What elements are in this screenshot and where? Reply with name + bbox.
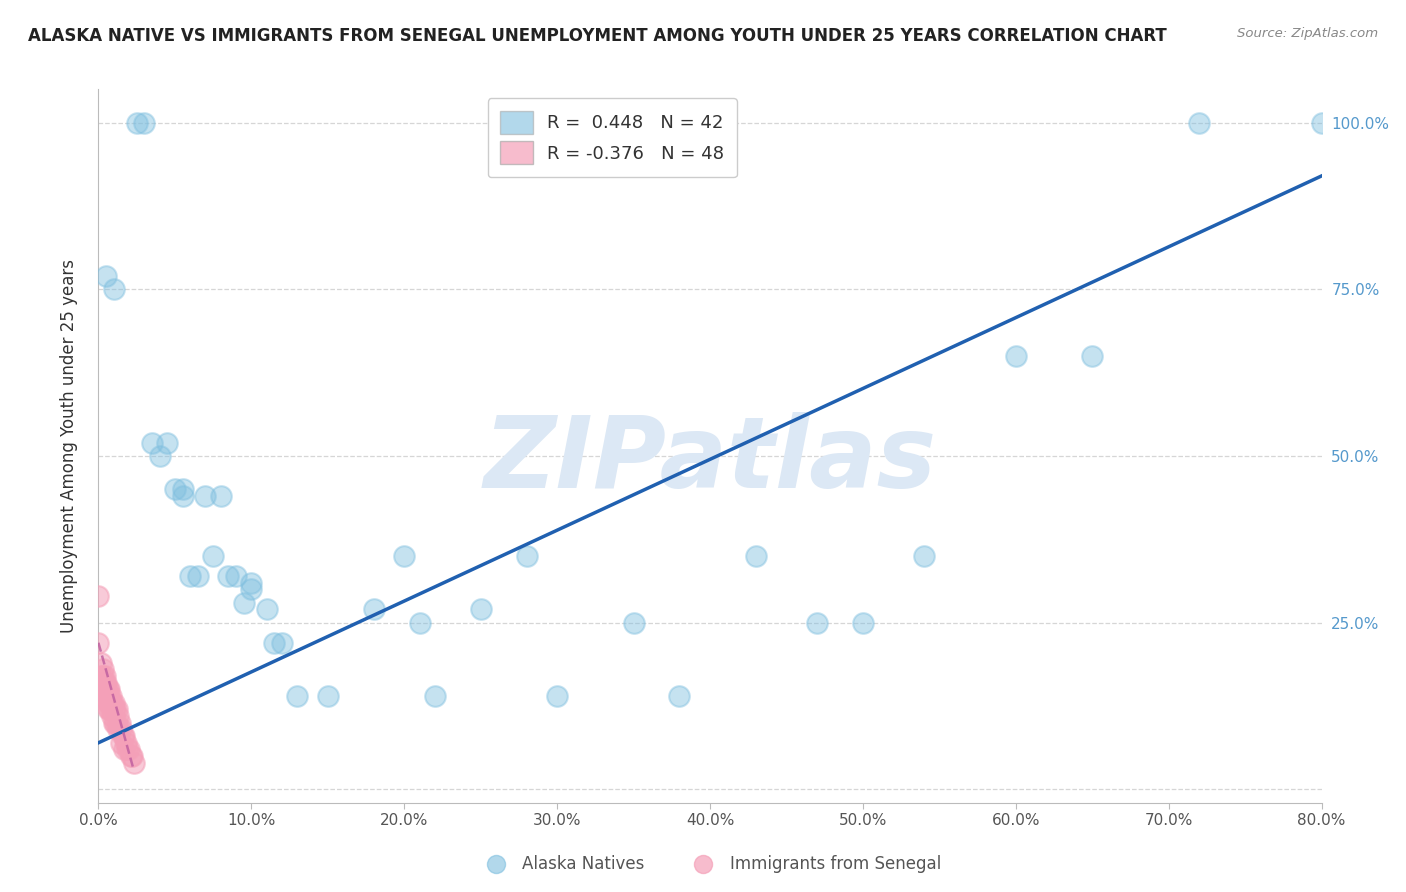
Point [423, 689, 446, 703]
Point [120, 749, 142, 764]
Point [112, 729, 135, 743]
Point [232, 596, 254, 610]
Point [100, 689, 122, 703]
Point [107, 709, 129, 723]
Point [103, 702, 125, 716]
Point [98, 702, 121, 716]
Point [98, 682, 121, 697]
Point [546, 689, 568, 703]
Point [202, 549, 225, 563]
Point [115, 736, 138, 750]
Point [94, 268, 117, 283]
Point [103, 696, 125, 710]
Point [240, 582, 263, 597]
Point [1310, 115, 1333, 129]
Point [90, 656, 112, 670]
Text: Source: ZipAtlas.com: Source: ZipAtlas.com [1237, 27, 1378, 40]
Point [91, 675, 114, 690]
Point [107, 723, 129, 737]
Point [104, 715, 127, 730]
Point [100, 702, 122, 716]
Point [97, 682, 120, 697]
Point [408, 615, 430, 630]
Point [392, 549, 416, 563]
Point [225, 569, 247, 583]
Point [263, 636, 285, 650]
Point [122, 756, 145, 770]
Point [270, 636, 292, 650]
Point [112, 742, 135, 756]
Point [172, 483, 194, 497]
Point [91, 669, 114, 683]
Point [101, 709, 124, 723]
Point [117, 742, 139, 756]
Point [108, 715, 131, 730]
Point [125, 115, 148, 129]
Point [1004, 349, 1026, 363]
Point [1188, 115, 1211, 129]
Point [1081, 349, 1104, 363]
Point [187, 569, 209, 583]
Point [470, 602, 492, 616]
Point [668, 689, 690, 703]
Point [97, 696, 120, 710]
Point [134, 115, 156, 129]
Point [97, 702, 120, 716]
Point [179, 569, 201, 583]
Point [93, 689, 115, 703]
Point [91, 662, 114, 676]
Text: ALASKA NATIVE VS IMMIGRANTS FROM SENEGAL UNEMPLOYMENT AMONG YOUTH UNDER 25 YEARS: ALASKA NATIVE VS IMMIGRANTS FROM SENEGAL… [28, 27, 1167, 45]
Point [98, 689, 121, 703]
Point [93, 675, 115, 690]
Point [516, 549, 538, 563]
Point [104, 702, 127, 716]
Point [256, 602, 278, 616]
Point [105, 702, 128, 716]
Point [97, 689, 120, 703]
Point [806, 615, 828, 630]
Point [87, 589, 110, 603]
Point [101, 696, 124, 710]
Point [852, 615, 875, 630]
Point [103, 282, 125, 296]
Text: ZIPatlas: ZIPatlas [484, 412, 936, 508]
Point [110, 736, 132, 750]
Point [94, 689, 117, 703]
Point [316, 689, 339, 703]
Point [100, 696, 122, 710]
Point [149, 449, 172, 463]
Point [94, 675, 117, 690]
Point [745, 549, 768, 563]
Point [217, 569, 239, 583]
Point [93, 669, 115, 683]
Point [118, 742, 141, 756]
Point [240, 575, 263, 590]
Point [103, 715, 125, 730]
Point [98, 696, 121, 710]
Point [363, 602, 385, 616]
Point [105, 715, 128, 730]
Point [87, 636, 110, 650]
Point [209, 489, 232, 503]
Point [121, 749, 143, 764]
Point [285, 689, 308, 703]
Legend: Alaska Natives, Immigrants from Senegal: Alaska Natives, Immigrants from Senegal [472, 849, 948, 880]
Point [110, 723, 132, 737]
Point [194, 489, 217, 503]
Point [163, 483, 186, 497]
Point [90, 669, 112, 683]
Point [172, 489, 194, 503]
Point [623, 615, 645, 630]
Point [156, 435, 179, 450]
Point [111, 729, 134, 743]
Point [141, 435, 163, 450]
Point [912, 549, 935, 563]
Point [94, 682, 117, 697]
Y-axis label: Unemployment Among Youth under 25 years: Unemployment Among Youth under 25 years [59, 259, 77, 633]
Point [91, 682, 114, 697]
